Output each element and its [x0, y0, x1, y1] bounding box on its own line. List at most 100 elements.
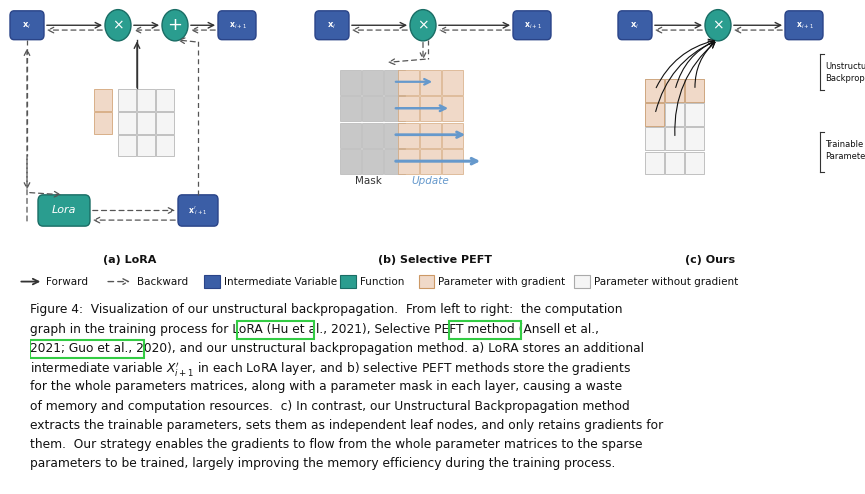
Bar	[685, 152, 704, 174]
Text: Figure 4:  Visualization of our unstructural backpropagation.  From left to righ: Figure 4: Visualization of our unstructu…	[30, 303, 623, 316]
Circle shape	[705, 9, 731, 41]
Bar	[420, 70, 441, 95]
Text: 2021; Guo et al., 2020), and our unstructural backpropagation method. a) LoRA st: 2021; Guo et al., 2020), and our unstruc…	[30, 342, 644, 355]
Text: $\mathbf{x}_{i+1}$: $\mathbf{x}_{i+1}$	[229, 20, 247, 31]
Bar	[420, 96, 441, 122]
FancyBboxPatch shape	[513, 11, 551, 40]
Bar	[665, 103, 684, 126]
Bar	[340, 70, 361, 95]
Text: them.  Our strategy enables the gradients to flow from the whole parameter matri: them. Our strategy enables the gradients…	[30, 438, 643, 451]
Text: Intermediate Variable: Intermediate Variable	[223, 277, 336, 287]
Bar	[398, 123, 419, 148]
Bar	[398, 96, 419, 122]
Bar	[118, 112, 136, 133]
Bar	[398, 70, 419, 95]
Text: Unstructural
Backpropagation: Unstructural Backpropagation	[825, 62, 865, 82]
Text: intermediate variable $X^{\prime}_{i+1}$ in each LoRA layer, and b) selective PE: intermediate variable $X^{\prime}_{i+1}$…	[30, 361, 631, 379]
FancyBboxPatch shape	[785, 11, 823, 40]
Text: $+$: $+$	[168, 16, 183, 34]
Bar	[118, 89, 136, 111]
Bar	[645, 80, 664, 102]
Text: Trainable
Parameters: Trainable Parameters	[825, 140, 865, 161]
Text: Forward: Forward	[46, 277, 88, 287]
Text: $\times$: $\times$	[712, 18, 724, 32]
Bar	[442, 96, 463, 122]
Bar	[362, 123, 383, 148]
Bar	[362, 70, 383, 95]
Bar	[645, 127, 664, 150]
Bar	[449, 321, 521, 339]
Bar	[384, 96, 405, 122]
Bar	[340, 149, 361, 174]
Text: (a) LoRA: (a) LoRA	[103, 254, 157, 265]
Bar	[156, 112, 174, 133]
Bar	[384, 123, 405, 148]
Bar	[645, 80, 664, 102]
Bar	[118, 135, 136, 157]
Bar	[362, 96, 383, 122]
FancyBboxPatch shape	[38, 195, 90, 226]
Text: $\times$: $\times$	[417, 18, 429, 32]
FancyBboxPatch shape	[10, 11, 44, 40]
Bar	[685, 103, 704, 126]
Bar	[156, 135, 174, 157]
Text: extracts the trainable parameters, sets them as independent leaf nodes, and only: extracts the trainable parameters, sets …	[30, 419, 663, 432]
Circle shape	[410, 9, 436, 41]
Bar	[442, 149, 463, 174]
Text: $\mathbf{x}_{i+1}$: $\mathbf{x}_{i+1}$	[796, 20, 814, 31]
Bar	[137, 112, 155, 133]
Bar	[645, 152, 664, 174]
Bar	[685, 80, 704, 102]
Circle shape	[162, 9, 188, 41]
Text: $\mathbf{x}'_{i+1}$: $\mathbf{x}'_{i+1}$	[189, 204, 208, 217]
Text: for the whole parameters matrices, along with a parameter mask in each layer, ca: for the whole parameters matrices, along…	[30, 380, 623, 393]
Circle shape	[105, 9, 131, 41]
Bar	[362, 149, 383, 174]
Text: (b) Selective PEFT: (b) Selective PEFT	[378, 254, 492, 265]
Bar	[665, 80, 684, 102]
Bar	[574, 275, 590, 288]
Bar	[384, 70, 405, 95]
Bar	[340, 96, 361, 122]
Bar	[204, 275, 220, 288]
Bar	[419, 275, 434, 288]
Bar	[442, 123, 463, 148]
Bar	[340, 275, 356, 288]
Text: Parameter without gradient: Parameter without gradient	[594, 277, 739, 287]
Bar	[665, 80, 684, 102]
Bar	[237, 321, 314, 339]
Text: Lora: Lora	[52, 206, 76, 215]
Text: $\mathbf{x}_{i+1}$: $\mathbf{x}_{i+1}$	[524, 20, 542, 31]
Text: $\mathbf{x}_i$: $\mathbf{x}_i$	[22, 20, 31, 31]
FancyBboxPatch shape	[315, 11, 349, 40]
Text: Backward: Backward	[137, 277, 188, 287]
Text: of memory and computation resources.  c) In contrast, our Unstructural Backpropa: of memory and computation resources. c) …	[30, 400, 630, 412]
Bar	[340, 123, 361, 148]
Text: graph in the training process for LoRA (Hu et al., 2021), Selective PEFT method : graph in the training process for LoRA (…	[30, 323, 599, 335]
FancyBboxPatch shape	[178, 195, 218, 226]
Bar	[442, 70, 463, 95]
Text: parameters to be trained, largely improving the memory efficiency during the tra: parameters to be trained, largely improv…	[30, 457, 616, 470]
Text: $\mathbf{x}_i$: $\mathbf{x}_i$	[631, 20, 639, 31]
Bar	[30, 340, 144, 358]
FancyBboxPatch shape	[618, 11, 652, 40]
Text: Update: Update	[411, 176, 449, 186]
Text: $\mathbf{x}_i$: $\mathbf{x}_i$	[328, 20, 336, 31]
Bar	[420, 123, 441, 148]
Text: (c) Ours: (c) Ours	[685, 254, 735, 265]
Bar	[137, 135, 155, 157]
Bar	[398, 149, 419, 174]
Bar	[645, 103, 664, 126]
Bar	[384, 149, 405, 174]
Bar	[685, 127, 704, 150]
Text: Function: Function	[360, 277, 404, 287]
Text: $\times$: $\times$	[112, 18, 124, 32]
Bar	[665, 127, 684, 150]
Bar	[137, 89, 155, 111]
Bar	[420, 149, 441, 174]
Bar	[156, 89, 174, 111]
Text: Mask: Mask	[355, 176, 381, 186]
Bar	[685, 80, 704, 102]
Bar	[94, 112, 112, 133]
Bar	[645, 103, 664, 126]
